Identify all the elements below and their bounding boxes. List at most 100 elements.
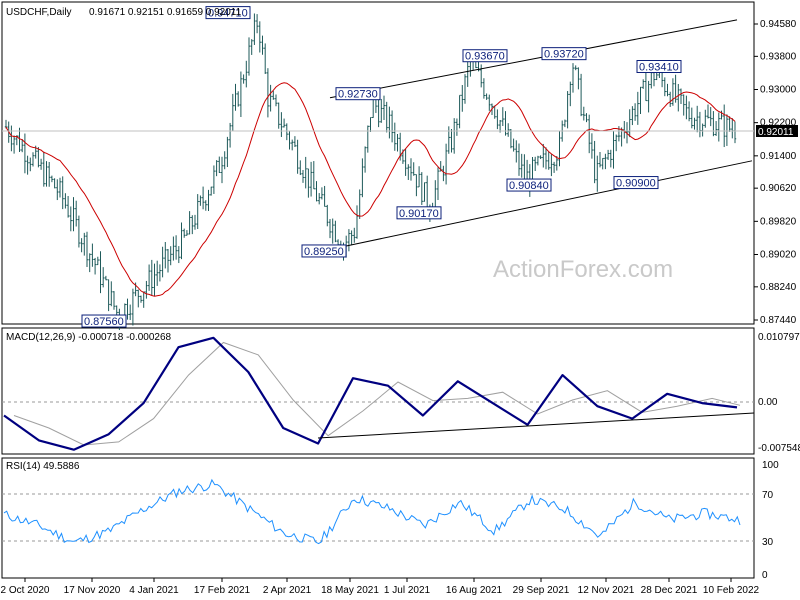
price-annotation: 0.93670 xyxy=(462,49,508,63)
ohlc-bar xyxy=(671,78,675,106)
price-tick-label: 0.89820 xyxy=(760,216,797,227)
ohlc-bar xyxy=(488,94,491,111)
ohlc-bar xyxy=(496,109,499,130)
ohlc-bar xyxy=(96,256,99,266)
price-y-axis: 0.94580 0.93800 0.93000 0.92200 0.91400 0.906… xyxy=(754,19,797,326)
ohlc-bar xyxy=(220,156,224,184)
price-tick-label: 0.91400 xyxy=(760,151,797,162)
ohlc-bar xyxy=(536,155,540,166)
ohlc-bar xyxy=(112,291,116,310)
ohlc-bar xyxy=(720,110,723,120)
ohlc-bar xyxy=(512,138,515,152)
ohlc-bar xyxy=(385,101,388,133)
ohlc-bar xyxy=(215,160,218,177)
ohlc-bar xyxy=(264,43,267,74)
header-symbol: USDCHF,Daily xyxy=(6,7,72,18)
ohlc-bar xyxy=(158,264,162,282)
x-axis: 2 Oct 2020 17 Nov 2020 4 Jan 2021 17 Feb 20… xyxy=(1,578,760,596)
watermark: ActionForex.com xyxy=(493,256,673,283)
macd-panel xyxy=(1,327,755,455)
ohlc-bar xyxy=(237,91,240,107)
x-tick-label: 17 Feb 2021 xyxy=(194,585,251,596)
ohlc-bar xyxy=(212,165,216,194)
annotation-text: 0.89250 xyxy=(304,246,344,258)
ohlc-bar xyxy=(555,156,558,171)
ohlc-bar xyxy=(66,196,70,218)
ohlc-bar xyxy=(628,109,631,138)
ohlc-bar xyxy=(291,139,294,151)
ohlc-bar xyxy=(534,156,537,172)
ohlc-bar xyxy=(183,228,186,238)
ohlc-bar xyxy=(23,133,27,174)
ohlc-bar xyxy=(404,148,407,176)
ohlc-bar xyxy=(644,71,648,102)
ohlc-bar xyxy=(609,149,612,168)
ohlc-bar xyxy=(85,231,89,268)
ohlc-bar xyxy=(442,165,445,182)
ohlc-bar xyxy=(72,197,75,232)
x-tick-label: 2 Apr 2021 xyxy=(263,585,312,596)
ohlc-bar xyxy=(12,135,16,154)
ohlc-bar xyxy=(709,107,712,127)
ohlc-bar xyxy=(704,109,707,128)
ohlc-bar xyxy=(569,81,572,107)
ohlc-bar xyxy=(444,143,448,185)
ohlc-bar xyxy=(296,139,299,174)
moving-average xyxy=(5,82,736,297)
ohlc-bar xyxy=(382,95,386,121)
price-annotation: 0.93410 xyxy=(636,60,682,74)
ohlc-bar xyxy=(647,80,650,113)
ohlc-bar xyxy=(577,67,580,90)
ohlc-bar xyxy=(142,291,145,308)
ohlc-bar xyxy=(574,65,577,71)
rsi-polyline xyxy=(3,478,741,545)
ohlc-bar xyxy=(234,83,237,111)
ohlc-bar xyxy=(625,122,629,144)
ohlc-bar xyxy=(563,119,567,128)
ohlc-bar xyxy=(520,153,523,178)
ohlc-bar xyxy=(542,143,545,168)
ohlc-bar xyxy=(509,129,513,149)
ohlc-bar xyxy=(258,21,261,53)
macd-tick-top: 0.010797 xyxy=(758,332,800,343)
annotation-text: 0.90170 xyxy=(399,208,439,220)
ohlc-bar xyxy=(539,155,542,160)
ohlc-bar xyxy=(185,230,189,236)
price-tick-label: 0.89020 xyxy=(760,249,797,260)
ohlc-bar xyxy=(412,162,415,176)
ohlc-bar xyxy=(26,155,29,175)
x-tick-label: 28 Dec 2021 xyxy=(641,585,698,596)
annotation-text: 0.87560 xyxy=(84,316,124,328)
ohlc-bar xyxy=(463,74,467,104)
ohlc-bar xyxy=(250,39,253,55)
ohlc-bar xyxy=(37,147,40,168)
ohlc-bar xyxy=(139,295,143,303)
ohlc-bar xyxy=(677,83,680,112)
annotation-text: 0.94710 xyxy=(208,8,248,20)
price-tick-label: 0.87440 xyxy=(760,315,797,326)
ohlc-bar xyxy=(601,157,604,170)
ohlc-bar xyxy=(110,281,113,307)
ohlc-bar xyxy=(363,146,367,173)
ohlc-bar xyxy=(612,130,615,169)
ohlc-bar xyxy=(696,105,699,133)
rsi-line xyxy=(3,478,741,545)
ohlc-bar xyxy=(685,95,688,120)
ohlc-bar xyxy=(353,227,356,243)
ohlc-bar xyxy=(42,151,45,187)
ohlc-bar xyxy=(480,64,483,88)
header-ohlc: 0.91671 0.92151 0.91659 0.92011 xyxy=(89,7,242,18)
ohlc-bar xyxy=(550,154,553,177)
ohlc-bar xyxy=(507,123,510,137)
channel-lower-line xyxy=(344,160,753,247)
price-annotation: 0.90170 xyxy=(396,206,442,220)
ohlc-bar xyxy=(231,93,234,131)
ohlc-bar xyxy=(420,172,423,205)
ohlc-bar xyxy=(501,107,504,127)
macd-main-line xyxy=(3,336,738,451)
ohlc-bar xyxy=(39,158,43,170)
ohlc-bar xyxy=(517,143,521,176)
channel-upper-line xyxy=(329,19,738,99)
ohlc-bar xyxy=(615,134,618,152)
